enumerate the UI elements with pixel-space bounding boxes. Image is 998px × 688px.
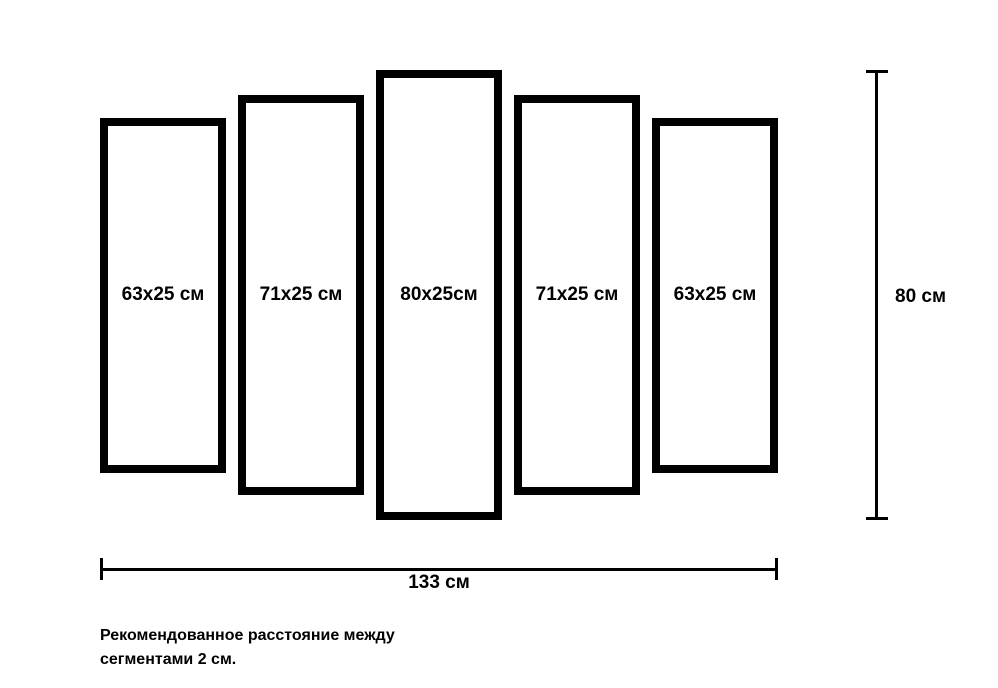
width-tick-right bbox=[775, 558, 778, 580]
panel-label: 71х25 см bbox=[260, 284, 343, 306]
panel-label: 80х25см bbox=[400, 284, 477, 306]
footer-note: Рекомендованное расстояние между сегмент… bbox=[100, 624, 395, 672]
panel-5: 63х25 см bbox=[652, 118, 778, 473]
height-tick-bottom bbox=[866, 517, 888, 520]
width-label: 133 см bbox=[408, 572, 470, 594]
panel-label: 71х25 см bbox=[536, 284, 619, 306]
panels-row: 63х25 см 71х25 см 80х25см 71х25 см 63х25 см bbox=[100, 70, 778, 520]
height-line bbox=[875, 70, 878, 520]
panel-label: 63х25 см bbox=[674, 284, 757, 306]
panel-label: 63х25 см bbox=[122, 284, 205, 306]
panel-2: 71х25 см bbox=[238, 95, 364, 495]
panel-1: 63х25 см bbox=[100, 118, 226, 473]
height-label: 80 см bbox=[895, 286, 946, 308]
panel-4: 71х25 см bbox=[514, 95, 640, 495]
diagram-stage: { "layout": { "canvas": { "width_px": 99… bbox=[0, 0, 998, 688]
panel-3: 80х25см bbox=[376, 70, 502, 520]
width-line bbox=[100, 568, 778, 571]
height-dimension bbox=[875, 70, 877, 520]
